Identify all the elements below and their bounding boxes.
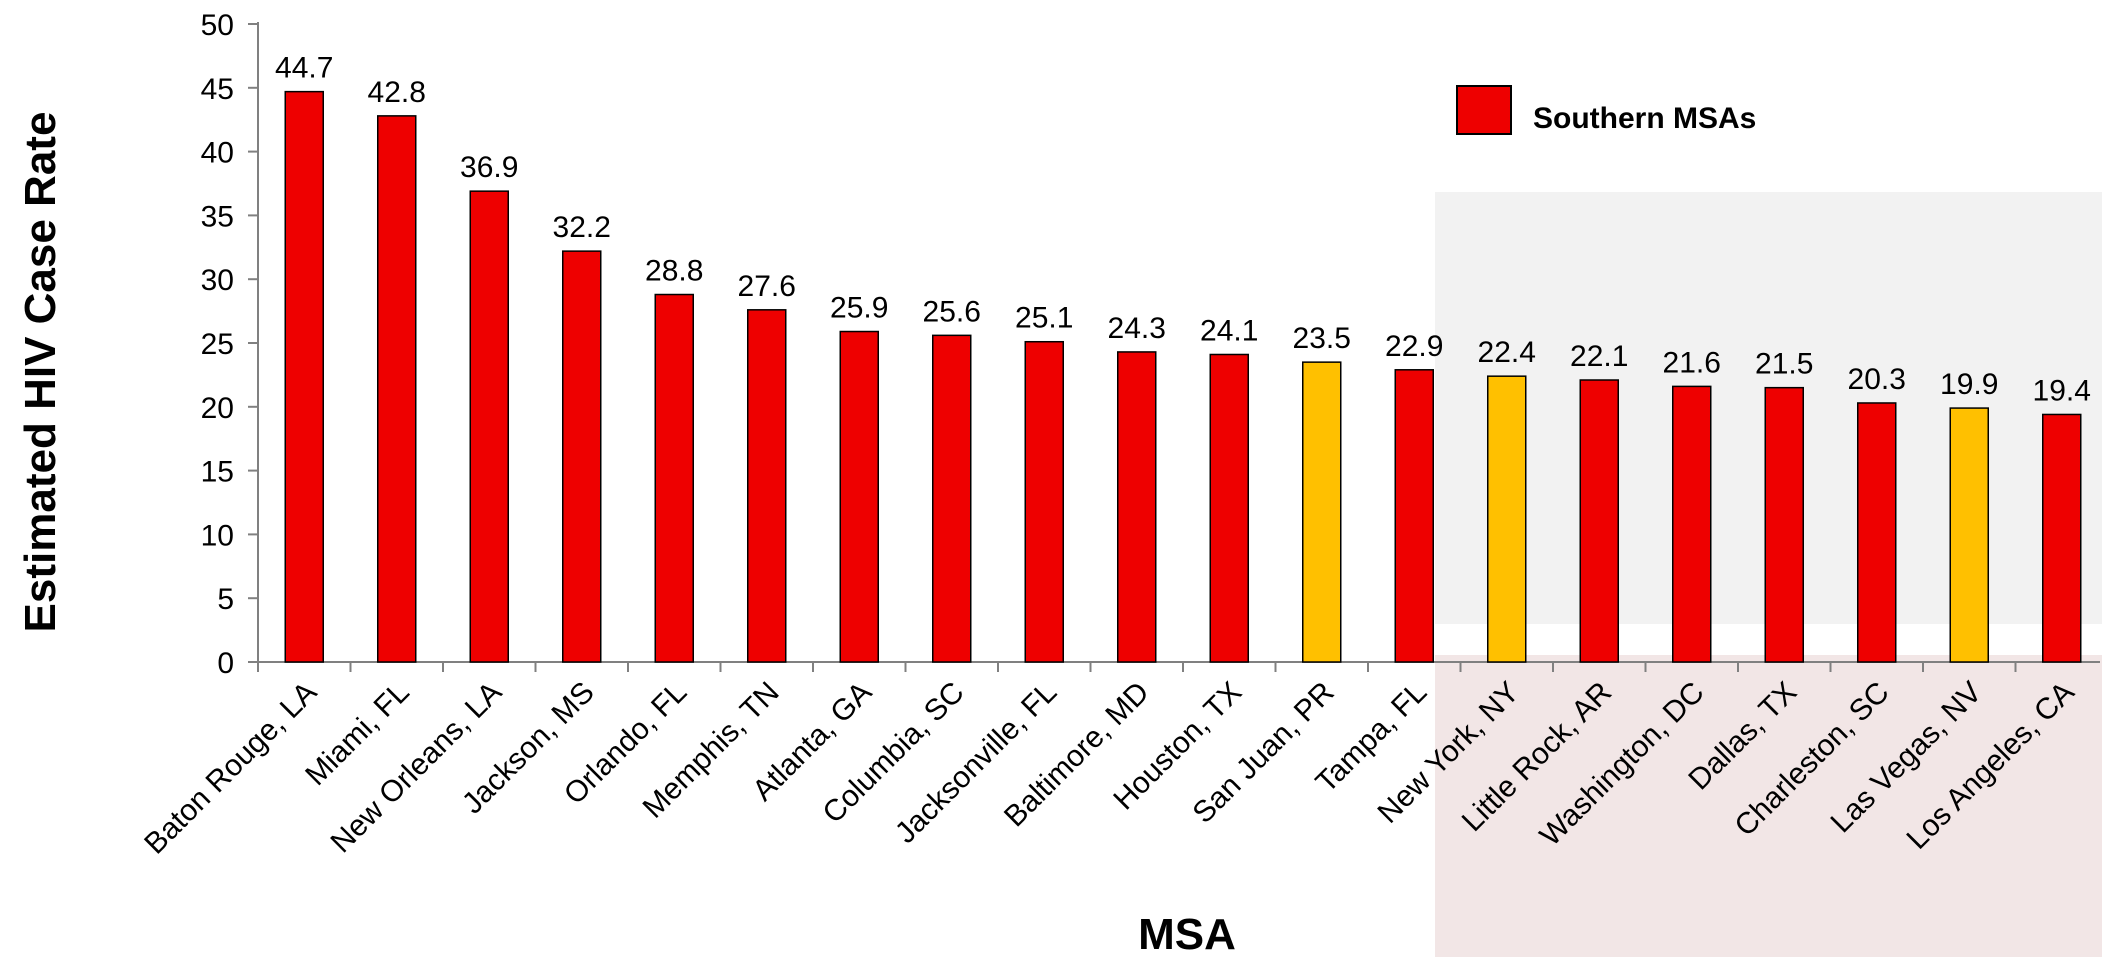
- bar-value-label: 36.9: [460, 151, 518, 184]
- y-tick-label: 5: [217, 583, 234, 616]
- bar-value-label: 19.4: [2033, 374, 2091, 407]
- bar: [1117, 351, 1157, 663]
- bar: [284, 90, 324, 663]
- legend: Southern MSAs: [1456, 85, 1756, 135]
- bar-value-label: 25.9: [830, 292, 888, 325]
- bar-value-label: 42.8: [368, 76, 426, 109]
- bar-value-label: 20.3: [1848, 363, 1906, 396]
- bar: [562, 250, 602, 663]
- y-tick-label: 40: [201, 137, 234, 170]
- y-axis-title: Estimated HIV Case Rate: [16, 112, 65, 633]
- bar-value-label: 44.7: [275, 52, 333, 85]
- highlight-panel-pink: [1435, 655, 2102, 957]
- x-tick-label: Baton Rouge, LA: [138, 676, 323, 861]
- y-tick-label: 35: [201, 200, 234, 233]
- bar: [747, 309, 787, 663]
- bar: [1024, 340, 1064, 663]
- bar-value-label: 32.2: [553, 211, 611, 244]
- bar: [654, 293, 694, 663]
- bar-value-label: 24.1: [1200, 314, 1258, 347]
- value-labels: 44.7 42.8 36.9 32.2 28.8 27.6 25.9 25.6 25.1 24.3…: [275, 52, 2091, 408]
- legend-swatch-southern: [1456, 85, 1512, 135]
- bar: [377, 115, 417, 663]
- y-tick-label: 0: [217, 647, 234, 680]
- y-tick-label: 45: [201, 73, 234, 106]
- y-tick-label: 20: [201, 392, 234, 425]
- bar-value-label: 23.5: [1293, 322, 1351, 355]
- x-tick-label: New Orleans, LA: [325, 676, 509, 860]
- bar-value-label: 19.9: [1940, 368, 1998, 401]
- bar: [932, 334, 972, 663]
- bar: [1487, 375, 1527, 663]
- x-axis-title: MSA: [1138, 910, 1236, 957]
- y-tick-label: 30: [201, 264, 234, 297]
- y-tick-label: 25: [201, 328, 234, 361]
- bar: [1209, 353, 1249, 663]
- bar: [1672, 385, 1712, 663]
- y-tick-label: 10: [201, 519, 234, 552]
- bar: [1949, 407, 1989, 663]
- y-tick-label: 15: [201, 456, 234, 489]
- bar: [1857, 402, 1897, 663]
- bar: [1579, 379, 1619, 663]
- legend-label-southern: Southern MSAs: [1533, 102, 1756, 135]
- bar-value-label: 27.6: [738, 270, 796, 303]
- bar: [1764, 386, 1804, 663]
- bar-value-label: 21.5: [1755, 348, 1813, 381]
- x-tick-label: Jacksonville, FL: [889, 676, 1063, 850]
- bar: [2042, 413, 2082, 663]
- bar: [839, 330, 879, 663]
- bar: [1302, 361, 1342, 663]
- bar-value-label: 25.6: [923, 295, 981, 328]
- bar-value-label: 25.1: [1015, 302, 1073, 335]
- bar-value-label: 21.6: [1663, 346, 1721, 379]
- y-tick-labels: 0 5 10 15 20 25 30 35 40 45 50: [201, 9, 234, 680]
- bar-value-label: 28.8: [645, 255, 703, 288]
- bar: [1394, 369, 1434, 663]
- bar-value-label: 24.3: [1108, 312, 1166, 345]
- y-tick-label: 50: [201, 9, 234, 42]
- bar-value-label: 22.4: [1478, 336, 1536, 369]
- bar: [469, 190, 509, 663]
- bars: [284, 90, 2082, 663]
- bar-value-label: 22.9: [1385, 330, 1443, 363]
- bar-value-label: 22.1: [1570, 340, 1628, 373]
- background-panels: [1435, 192, 2102, 957]
